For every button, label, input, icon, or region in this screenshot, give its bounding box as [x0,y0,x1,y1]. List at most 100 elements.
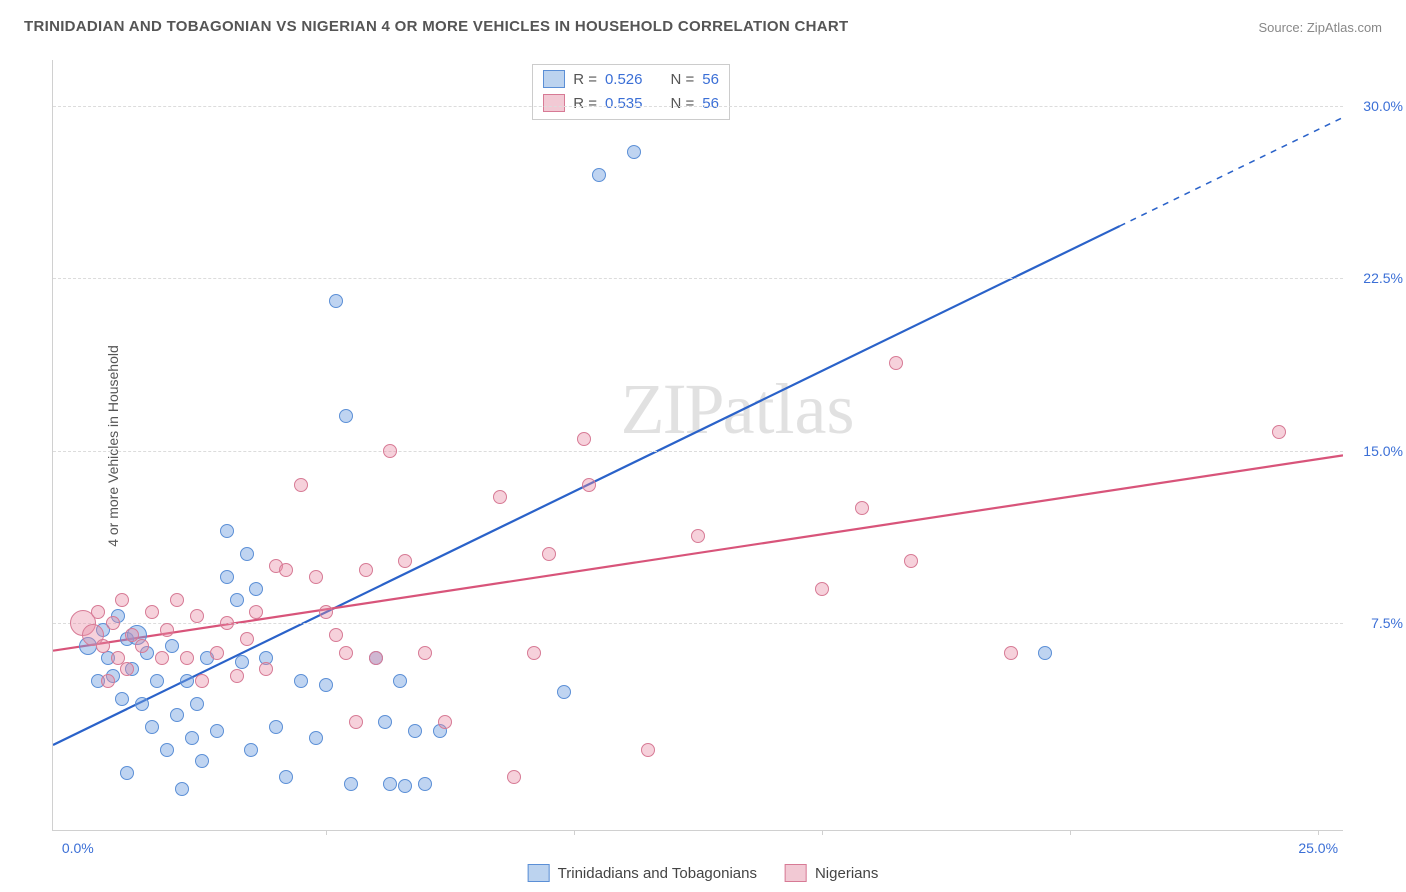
x-tick-mark [822,830,823,835]
scatter-point [185,731,199,745]
scatter-point [359,563,373,577]
scatter-point [369,651,383,665]
y-tick-label: 15.0% [1363,443,1403,459]
scatter-point [344,777,358,791]
scatter-point [408,724,422,738]
plot-area: ZIPatlas R =0.526N =56R =0.535N =56 7.5%… [52,60,1343,831]
regression-line-extrapolated [1120,117,1343,226]
scatter-point [170,593,184,607]
scatter-point [294,478,308,492]
scatter-point [329,628,343,642]
legend-swatch [528,864,550,882]
scatter-point [383,444,397,458]
y-tick-label: 22.5% [1363,270,1403,286]
scatter-point [507,770,521,784]
regression-lines-layer [53,60,1343,830]
scatter-point [309,570,323,584]
watermark: ZIPatlas [621,368,855,451]
chart-title: TRINIDADIAN AND TOBAGONIAN VS NIGERIAN 4… [24,18,848,35]
scatter-point [240,547,254,561]
x-tick-label: 0.0% [62,840,94,856]
scatter-point [160,743,174,757]
scatter-point [244,743,258,757]
scatter-point [378,715,392,729]
x-tick-label: 25.0% [1298,840,1338,856]
scatter-point [220,524,234,538]
legend-n-label: N = [671,71,695,88]
scatter-point [577,432,591,446]
scatter-point [240,632,254,646]
legend-r-value: 0.535 [605,95,643,112]
scatter-point [319,605,333,619]
x-tick-mark [1070,830,1071,835]
scatter-point [393,674,407,688]
scatter-point [180,674,194,688]
scatter-point [249,605,263,619]
scatter-point [279,770,293,784]
scatter-point [135,697,149,711]
scatter-point [145,605,159,619]
legend-label: Trinidadians and Tobagonians [558,865,757,882]
scatter-point [1004,646,1018,660]
legend-n-value: 56 [702,71,719,88]
scatter-point [398,779,412,793]
scatter-point [190,609,204,623]
scatter-point [592,168,606,182]
legend-item: Trinidadians and Tobagonians [528,864,757,882]
scatter-point [210,646,224,660]
scatter-point [155,651,169,665]
series-legend: Trinidadians and Tobagonians Nigerians [528,864,879,882]
legend-n-label: N = [671,95,695,112]
legend-row: R =0.535N =56 [543,91,719,115]
scatter-point [641,743,655,757]
correlation-legend: R =0.526N =56R =0.535N =56 [532,64,730,120]
scatter-point [180,651,194,665]
scatter-point [165,639,179,653]
y-tick-label: 30.0% [1363,98,1403,114]
scatter-point [150,674,164,688]
scatter-point [115,593,129,607]
scatter-point [691,529,705,543]
scatter-point [91,605,105,619]
scatter-point [319,678,333,692]
scatter-point [120,662,134,676]
gridline-h [53,278,1343,279]
scatter-point [230,669,244,683]
scatter-point [398,554,412,568]
scatter-point [220,616,234,630]
scatter-point [170,708,184,722]
scatter-point [235,655,249,669]
scatter-point [815,582,829,596]
gridline-h [53,106,1343,107]
scatter-point [309,731,323,745]
scatter-point [145,720,159,734]
gridline-h [53,451,1343,452]
scatter-point [106,616,120,630]
scatter-point [230,593,244,607]
scatter-point [527,646,541,660]
scatter-point [1272,425,1286,439]
scatter-point [855,501,869,515]
scatter-point [210,724,224,738]
x-tick-mark [1318,830,1319,835]
x-tick-mark [574,830,575,835]
legend-n-value: 56 [702,95,719,112]
scatter-point [294,674,308,688]
scatter-point [120,766,134,780]
scatter-point [349,715,363,729]
source-attribution: Source: ZipAtlas.com [1258,20,1382,35]
scatter-point [329,294,343,308]
scatter-point [160,623,174,637]
scatter-point [889,356,903,370]
y-tick-label: 7.5% [1371,615,1403,631]
scatter-point [582,478,596,492]
scatter-point [418,646,432,660]
scatter-point [269,720,283,734]
scatter-point [1038,646,1052,660]
scatter-point [557,685,571,699]
legend-r-value: 0.526 [605,71,643,88]
scatter-point [175,782,189,796]
legend-swatch [785,864,807,882]
legend-label: Nigerians [815,865,878,882]
scatter-point [542,547,556,561]
